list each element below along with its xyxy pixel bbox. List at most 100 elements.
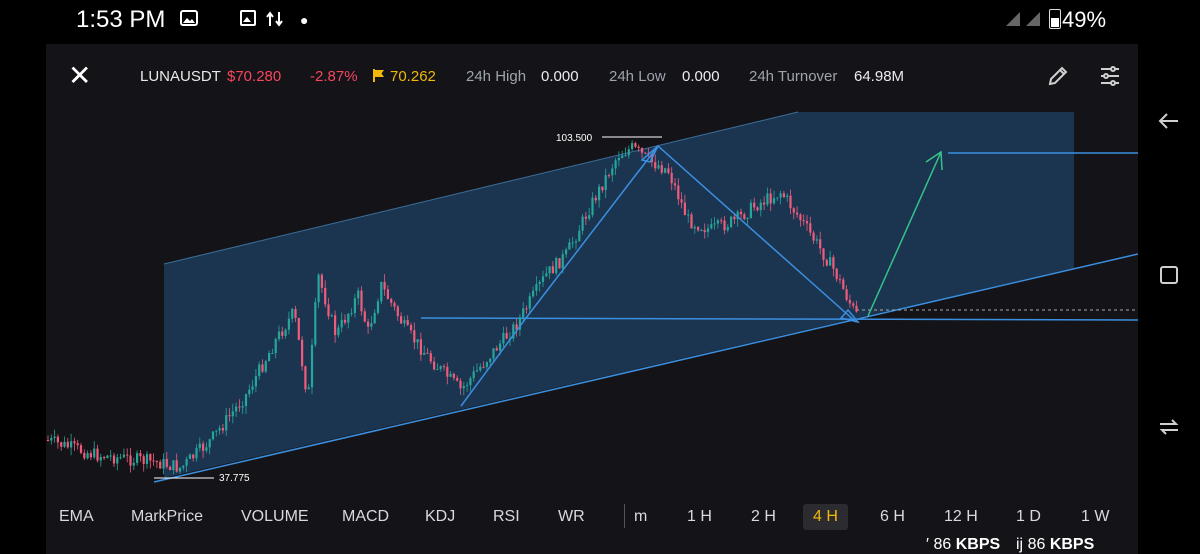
- candle-body: [235, 406, 238, 412]
- candle-body: [208, 439, 211, 448]
- candle-body: [462, 386, 465, 389]
- interval-1d[interactable]: 1 D: [1016, 508, 1041, 525]
- candle-body: [145, 454, 149, 464]
- candle-body: [548, 266, 551, 274]
- candle-body: [703, 230, 706, 233]
- candle-body: [244, 394, 248, 407]
- candle-body: [192, 454, 195, 459]
- candle-body: [710, 224, 713, 229]
- indicator-markprice[interactable]: MarkPrice: [131, 508, 204, 525]
- candle-body: [83, 452, 86, 459]
- candle-body: [716, 220, 719, 224]
- candle-body: [132, 462, 135, 466]
- candle-body: [802, 220, 805, 222]
- candle-body: [202, 443, 205, 451]
- indicator-ema[interactable]: EMA: [59, 508, 94, 525]
- candle-body: [541, 276, 545, 282]
- candle-body: [380, 281, 383, 302]
- candle-body: [383, 281, 386, 290]
- interval-4h[interactable]: 4 H: [803, 504, 848, 530]
- candle-body: [723, 220, 726, 231]
- back-icon[interactable]: [1154, 108, 1184, 138]
- candle-body: [109, 455, 112, 457]
- low-value: 0.000: [682, 68, 720, 85]
- candle-body: [617, 158, 620, 161]
- android-nav-bar: [1138, 100, 1200, 460]
- interval-2h[interactable]: 2 H: [751, 508, 776, 525]
- candle-body: [429, 353, 432, 362]
- notification-dot-icon: ●: [300, 12, 309, 28]
- candle-body: [561, 254, 564, 269]
- candle-body: [832, 257, 835, 269]
- settings-sliders-icon[interactable]: [1098, 64, 1122, 93]
- candle-body: [301, 339, 304, 367]
- indicator-volume[interactable]: VOLUME: [241, 508, 309, 525]
- turnover-label: 24h Turnover: [749, 68, 838, 85]
- indicator-kdj[interactable]: KDJ: [425, 508, 456, 525]
- candle-body: [766, 193, 769, 205]
- interval-1w[interactable]: 1 W: [1081, 508, 1110, 525]
- candle-body: [406, 320, 409, 326]
- candle-body: [479, 366, 482, 371]
- pencil-icon[interactable]: [1046, 64, 1070, 93]
- candle-body: [307, 387, 310, 390]
- candle-body: [268, 353, 271, 362]
- candle-body: [822, 248, 825, 260]
- candle-body: [60, 442, 63, 447]
- candle-body: [838, 279, 842, 281]
- candle-body: [215, 430, 218, 432]
- candle-body: [789, 195, 792, 209]
- candle-body: [155, 461, 158, 463]
- candle-body: [852, 303, 855, 306]
- status-bar: 1:53 PM ● 49%: [0, 0, 1200, 44]
- candle-body: [277, 331, 281, 339]
- candle-body: [515, 324, 518, 330]
- candle-body: [565, 249, 568, 255]
- close-icon[interactable]: ✕: [68, 60, 92, 91]
- candle-body: [581, 216, 584, 231]
- battery-icon: [1049, 9, 1061, 29]
- interval-1h[interactable]: 1 H: [687, 508, 712, 525]
- interval-m[interactable]: m: [634, 508, 648, 525]
- candle-body: [225, 415, 228, 431]
- candle-body: [598, 186, 601, 201]
- candle-body: [360, 290, 363, 312]
- price-chart[interactable]: 103.500 37.775: [46, 100, 1138, 492]
- channel-top-line: [163, 111, 799, 265]
- candle-body: [248, 389, 251, 395]
- candle-body: [660, 165, 663, 173]
- candle-body: [555, 258, 558, 274]
- candle-body: [525, 308, 528, 310]
- candle-body: [238, 406, 241, 408]
- candle-body: [324, 287, 327, 305]
- candle-body: [367, 321, 370, 327]
- interval-6h[interactable]: 6 H: [880, 508, 905, 525]
- low-label: 24h Low: [609, 68, 666, 85]
- indicator-macd[interactable]: MACD: [342, 508, 390, 525]
- interval-12h[interactable]: 12 H: [944, 508, 978, 525]
- separator: [624, 504, 625, 528]
- candle-body: [690, 214, 693, 229]
- gallery-icon: [240, 10, 256, 31]
- home-icon[interactable]: [1154, 414, 1184, 444]
- indicator-wr[interactable]: WR: [558, 508, 585, 525]
- high-label: 24h High: [466, 68, 527, 85]
- candle-body: [165, 458, 168, 467]
- candle-body: [419, 339, 422, 355]
- candle-body: [221, 428, 224, 431]
- candle-body: [825, 259, 828, 266]
- candle-body: [779, 193, 782, 198]
- candle-body: [743, 214, 746, 220]
- candle-body: [571, 242, 574, 244]
- candle-body: [357, 290, 360, 299]
- candle-body: [446, 366, 449, 377]
- candle-body: [518, 317, 521, 330]
- candle-body: [644, 152, 647, 154]
- candle-body: [46, 440, 50, 441]
- candle-body: [182, 465, 185, 468]
- candle-body: [393, 302, 396, 307]
- recents-icon[interactable]: [1154, 262, 1184, 292]
- candle-body: [611, 168, 614, 176]
- candle-body: [624, 155, 627, 157]
- indicator-rsi[interactable]: RSI: [493, 508, 520, 525]
